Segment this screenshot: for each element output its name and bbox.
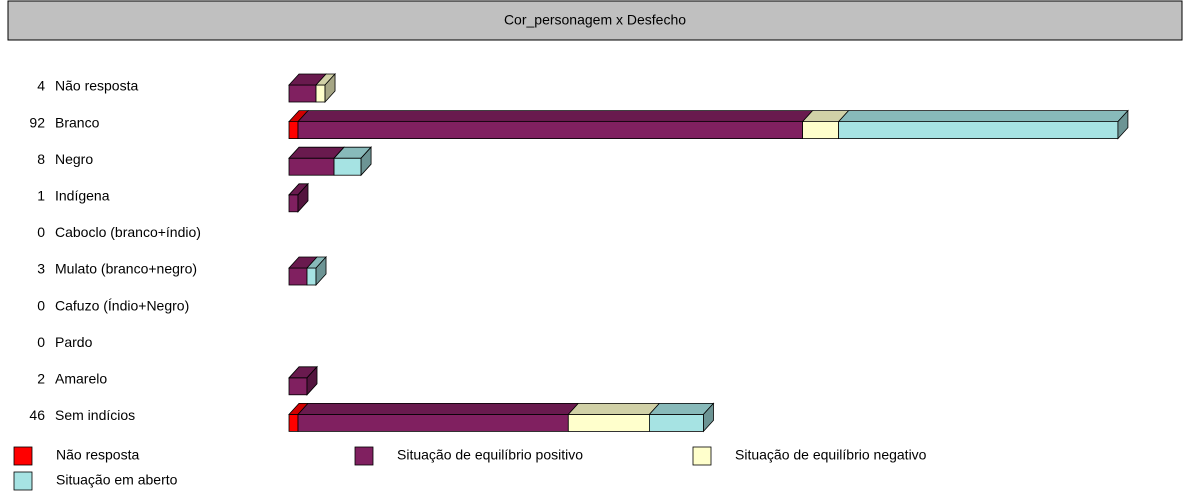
legend-swatch xyxy=(13,446,33,466)
legend-swatch xyxy=(692,446,712,466)
bar-segment xyxy=(288,256,318,286)
legend-label: Situação em aberto xyxy=(56,472,178,488)
legend-label: Não resposta xyxy=(56,447,139,463)
bar-front xyxy=(333,157,362,176)
category-label: Negro xyxy=(55,151,93,167)
bar-front xyxy=(315,84,326,103)
bar-front xyxy=(288,413,299,432)
total-label: 92 xyxy=(29,114,45,130)
category-label: Cafuzo (Índio+Negro) xyxy=(55,297,189,313)
chart-title: Cor_personagem x Desfecho xyxy=(504,12,686,28)
bar-side-shade xyxy=(703,403,714,432)
bar-segment xyxy=(837,109,1129,140)
category-label: Caboclo (branco+índio) xyxy=(55,224,201,240)
bar-front xyxy=(306,267,317,286)
bar-segment xyxy=(288,73,327,103)
bar-front xyxy=(288,377,308,396)
bar-front xyxy=(297,413,569,432)
bar-top-shade xyxy=(307,257,327,268)
bar-segment xyxy=(567,402,661,432)
bar-top-shade xyxy=(289,257,318,268)
bar-top-shade xyxy=(289,74,327,85)
total-label: 8 xyxy=(37,151,45,167)
bar-top-shade xyxy=(289,366,318,378)
bar-side xyxy=(703,402,714,433)
bar-top-shade xyxy=(334,147,372,159)
bar-side xyxy=(306,365,318,396)
category-label: Branco xyxy=(55,114,100,130)
bar-side-shade xyxy=(316,257,327,285)
category-label: Pardo xyxy=(55,334,93,350)
bar-front xyxy=(297,121,803,139)
bar-top-shade xyxy=(289,147,345,159)
total-label: 0 xyxy=(37,297,45,313)
total-label: 2 xyxy=(37,371,45,387)
bar-front xyxy=(838,121,1119,139)
legend-label: Situação de equilíbrio negativo xyxy=(735,447,927,463)
bar-side-shade xyxy=(1117,110,1128,139)
bar-side xyxy=(324,72,336,104)
bar-top-shade xyxy=(289,183,309,195)
category-label: Indígena xyxy=(55,188,110,204)
bar-top-shade xyxy=(802,110,849,122)
bar-top-shade xyxy=(289,110,309,122)
total-label: 0 xyxy=(37,334,45,350)
bar-top-shade xyxy=(838,110,1128,122)
bar-front xyxy=(288,267,308,286)
bar-side xyxy=(360,146,372,177)
bar-top-shade xyxy=(649,403,714,415)
legend-swatch xyxy=(13,471,33,491)
bar-segment xyxy=(297,402,580,432)
bar-front xyxy=(802,121,840,139)
category-label: Sem indícios xyxy=(55,407,135,423)
bar-side-shade xyxy=(307,366,318,395)
bar-side xyxy=(315,255,327,287)
bar-side xyxy=(297,182,309,213)
bar-segment xyxy=(333,146,372,177)
bar-side xyxy=(1117,109,1129,140)
bar-front xyxy=(649,413,704,432)
legend-label: Situação de equilíbrio positivo xyxy=(397,447,583,463)
bar-side-shade xyxy=(325,74,336,102)
total-label: 46 xyxy=(29,407,45,423)
bar-side-shade xyxy=(298,183,309,212)
bar-top-shade xyxy=(316,74,336,85)
bar-side-shade xyxy=(361,147,372,176)
total-label: 1 xyxy=(37,188,45,204)
total-label: 4 xyxy=(37,78,45,94)
total-label: 0 xyxy=(37,224,45,240)
bar-segment xyxy=(306,255,327,287)
category-label: Amarelo xyxy=(55,371,107,387)
bar-front xyxy=(288,157,335,176)
bar-top-shade xyxy=(289,403,309,415)
bar-top-shade xyxy=(298,110,813,122)
bar-top-shade xyxy=(568,403,660,415)
total-label: 3 xyxy=(37,261,45,277)
category-label: Não resposta xyxy=(55,78,138,94)
legend-swatch xyxy=(354,446,374,466)
bar-segment xyxy=(288,182,309,213)
bar-front xyxy=(567,413,650,432)
bar-segment xyxy=(288,365,318,396)
bar-segment xyxy=(315,72,336,104)
title-bar xyxy=(7,0,1183,41)
bar-front xyxy=(288,84,317,103)
bar-segment xyxy=(297,110,814,139)
bar-segment xyxy=(648,402,715,433)
bar-top-shade xyxy=(298,403,579,415)
bar-front xyxy=(288,121,299,139)
category-label: Mulato (branco+negro) xyxy=(55,261,197,277)
bar-front xyxy=(288,194,299,213)
